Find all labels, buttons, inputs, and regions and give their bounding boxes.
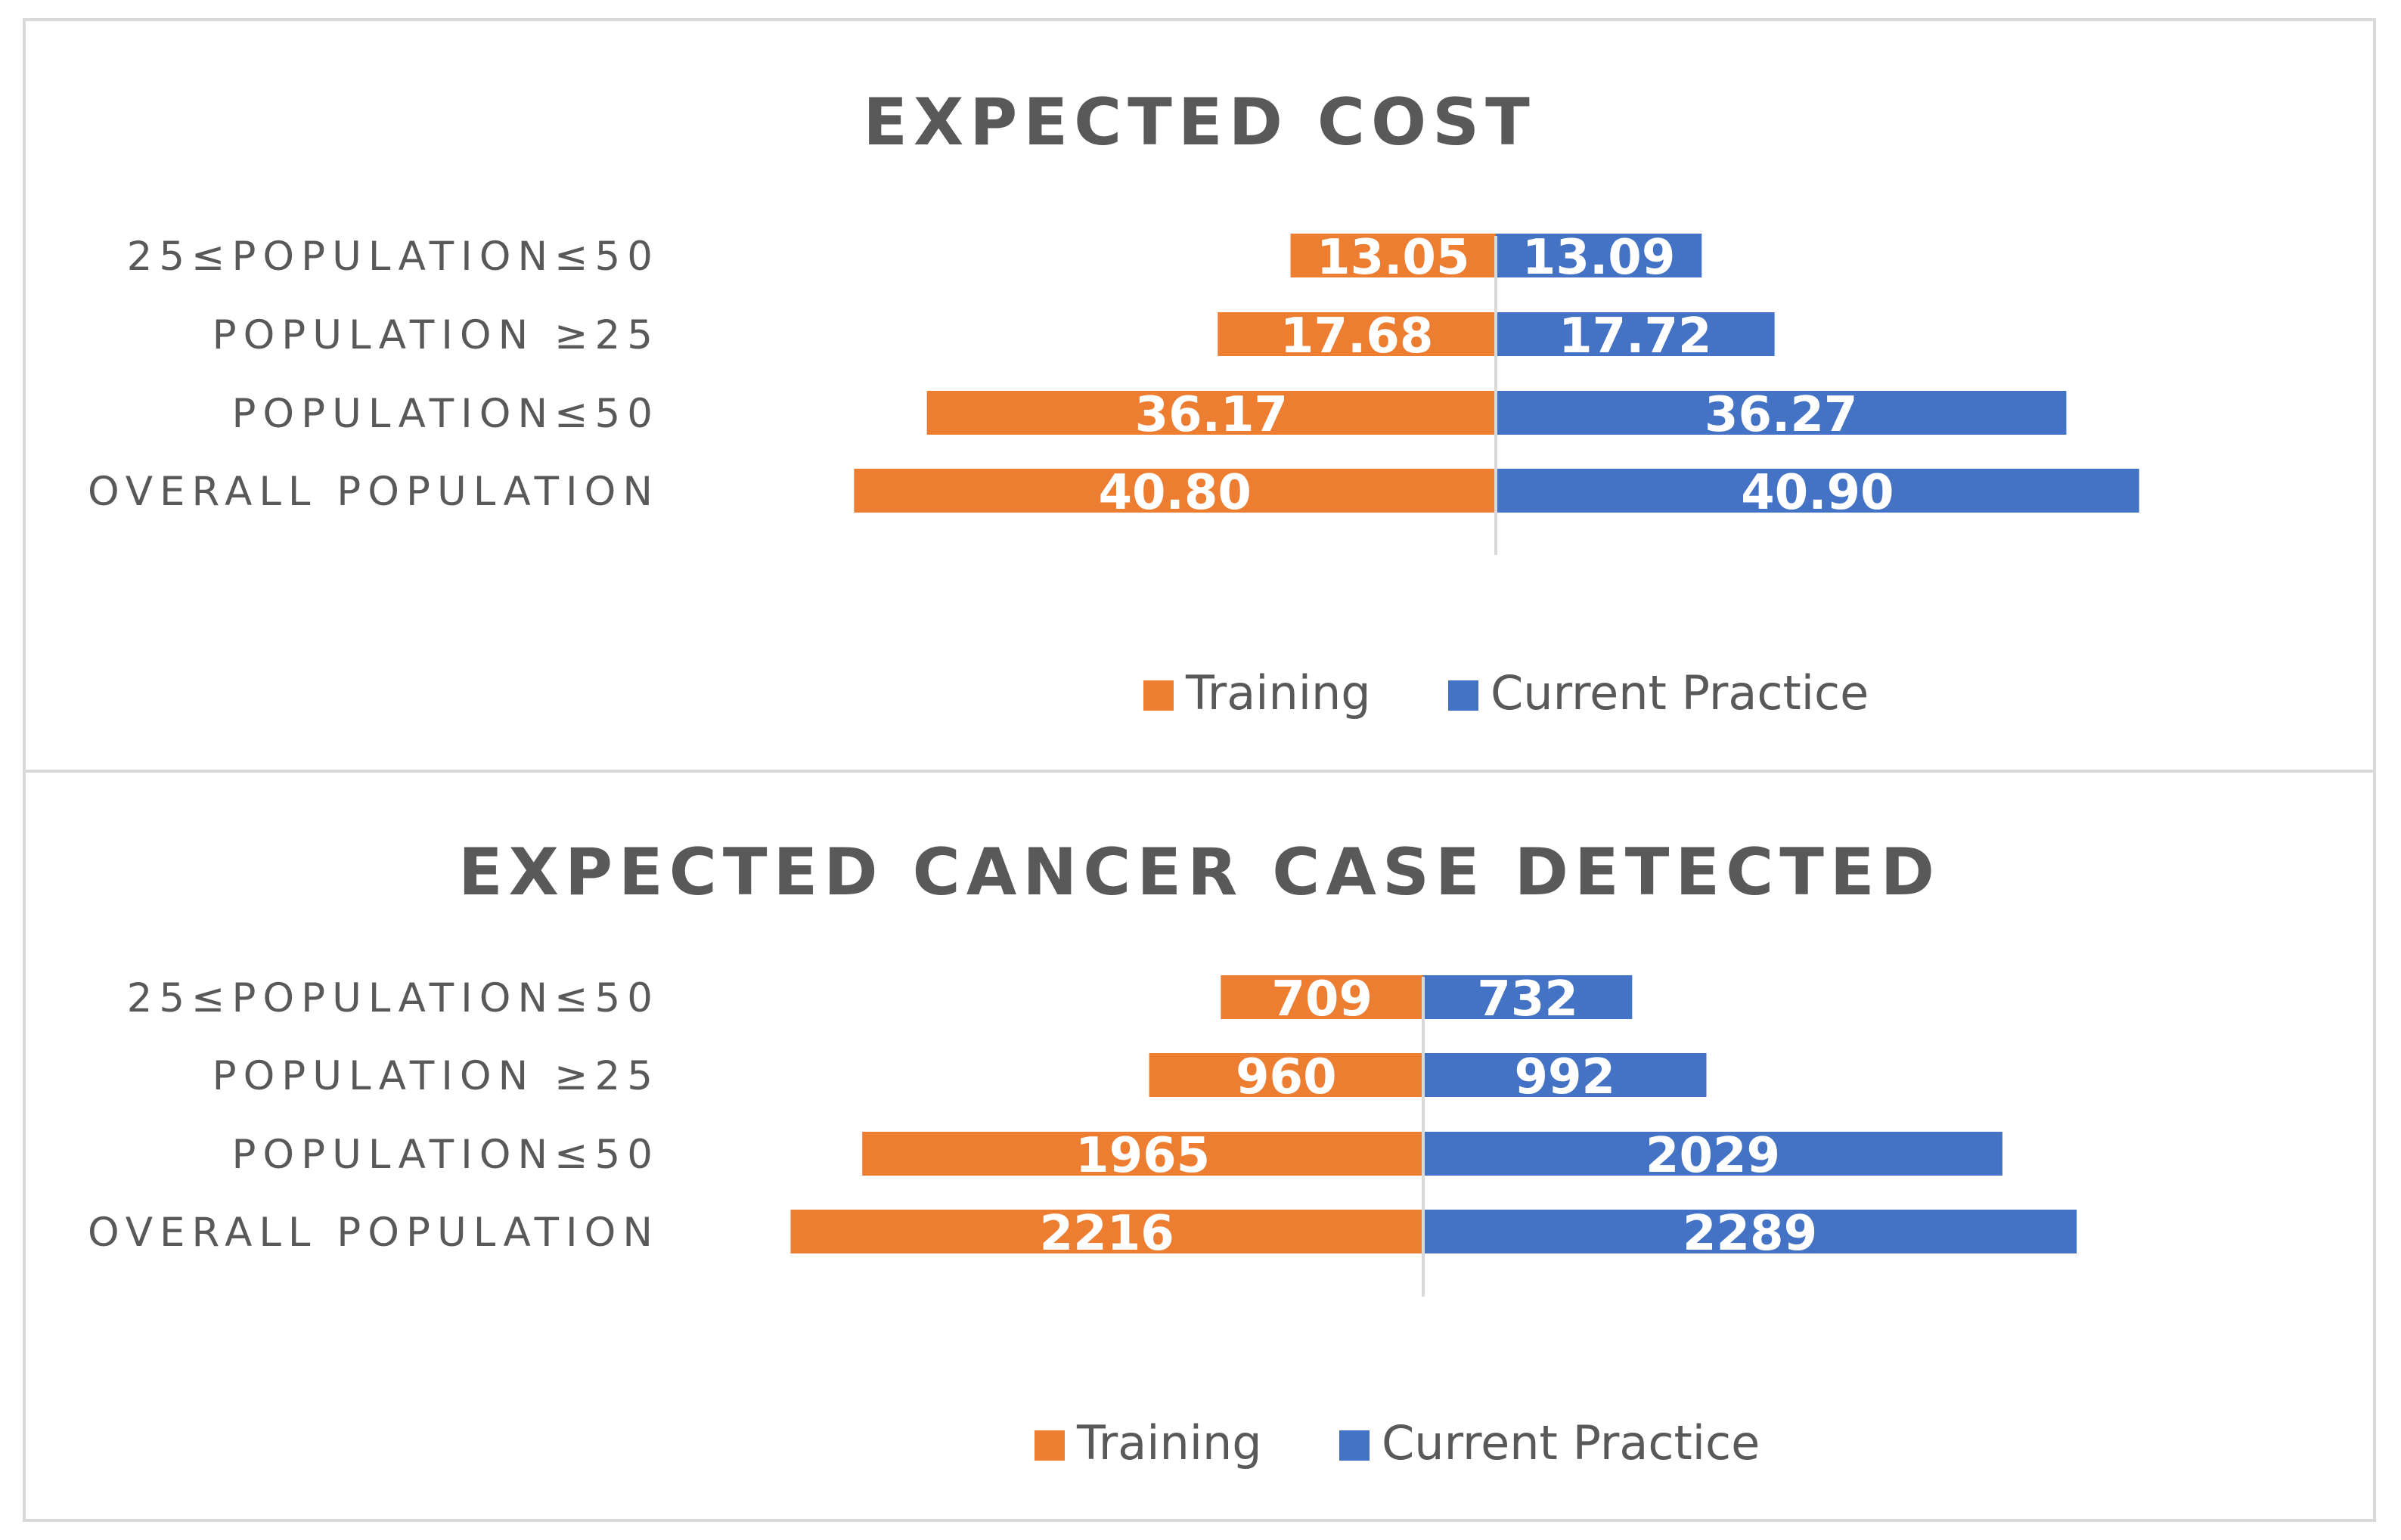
data-label-current-practice: 992 (1514, 1049, 1615, 1105)
bar-current-practice (1496, 469, 2139, 513)
bar-training (1149, 1053, 1423, 1097)
data-label-training: 36.17 (1135, 387, 1288, 443)
category-label: 25≤POPULATION≤50 (127, 975, 659, 1021)
legend-swatch-training (1143, 680, 1174, 711)
bar-training (854, 469, 1496, 513)
cancer-chart-panel: EXPECTED CANCER CASE DETECTED 25≤POPULAT… (23, 770, 2376, 1522)
legend-swatch-current-practice (1448, 680, 1478, 711)
category-label: 25≤POPULATION≤50 (127, 234, 659, 280)
data-label-training: 960 (1236, 1049, 1337, 1105)
data-label-training: 2216 (1040, 1206, 1174, 1262)
bar-training (1218, 312, 1496, 356)
bar-training (790, 1210, 1423, 1253)
data-label-current-practice: 13.09 (1522, 230, 1675, 286)
data-label-current-practice: 17.72 (1559, 308, 1711, 364)
data-label-training: 40.80 (1098, 465, 1251, 521)
chart-title: EXPECTED CANCER CASE DETECTED (458, 835, 1941, 910)
bar-current-practice (1496, 391, 2067, 435)
bar-current-practice (1496, 234, 1702, 277)
legend-label-current-practice: Current Practice (1382, 1415, 1760, 1470)
bar-training (1221, 975, 1423, 1019)
chart-title: EXPECTED COST (863, 85, 1536, 160)
data-label-current-practice: 40.90 (1741, 465, 1894, 521)
category-label: POPULATION ≥25 (212, 312, 659, 358)
category-label: POPULATION≤50 (231, 1132, 659, 1178)
cost-chart-plot: 25≤POPULATION≤50 13.05 13.09 POPULATION ≥25… (88, 230, 2139, 720)
category-label: POPULATION≤50 (231, 391, 659, 437)
bar-training (926, 391, 1496, 435)
data-label-training: 17.68 (1280, 308, 1433, 364)
legend-label-training: Training (1076, 1415, 1262, 1470)
bar-current-practice (1423, 1210, 2077, 1253)
bar-current-practice (1423, 1053, 1707, 1097)
data-label-current-practice: 36.27 (1705, 387, 1857, 443)
legend-swatch-current-practice (1339, 1430, 1370, 1461)
bar-current-practice (1496, 312, 1775, 356)
category-label: OVERALL POPULATION (88, 1210, 659, 1256)
legend-label-current-practice: Current Practice (1491, 665, 1869, 720)
category-label: OVERALL POPULATION (88, 469, 659, 515)
data-label-training: 1965 (1075, 1128, 1210, 1184)
data-label-training: 709 (1271, 971, 1373, 1027)
category-label: POPULATION ≥25 (212, 1053, 659, 1099)
data-label-current-practice: 2289 (1683, 1206, 1817, 1262)
bar-current-practice (1423, 975, 1633, 1019)
bar-training (1290, 234, 1496, 277)
legend-label-training: Training (1185, 665, 1371, 720)
data-label-current-practice: 2029 (1646, 1128, 1780, 1184)
cancer-chart-plot: 25≤POPULATION≤50 709 732 POPULATION ≥25 960 9… (88, 971, 2077, 1470)
data-label-training: 13.05 (1317, 230, 1469, 286)
data-label-current-practice: 732 (1477, 971, 1578, 1027)
legend-swatch-training (1035, 1430, 1065, 1461)
cost-chart-panel: EXPECTED COST 25≤POPULATION≤50 13.05 13.09… (23, 18, 2376, 773)
bar-current-practice (1423, 1132, 2002, 1176)
bar-training (862, 1132, 1423, 1176)
